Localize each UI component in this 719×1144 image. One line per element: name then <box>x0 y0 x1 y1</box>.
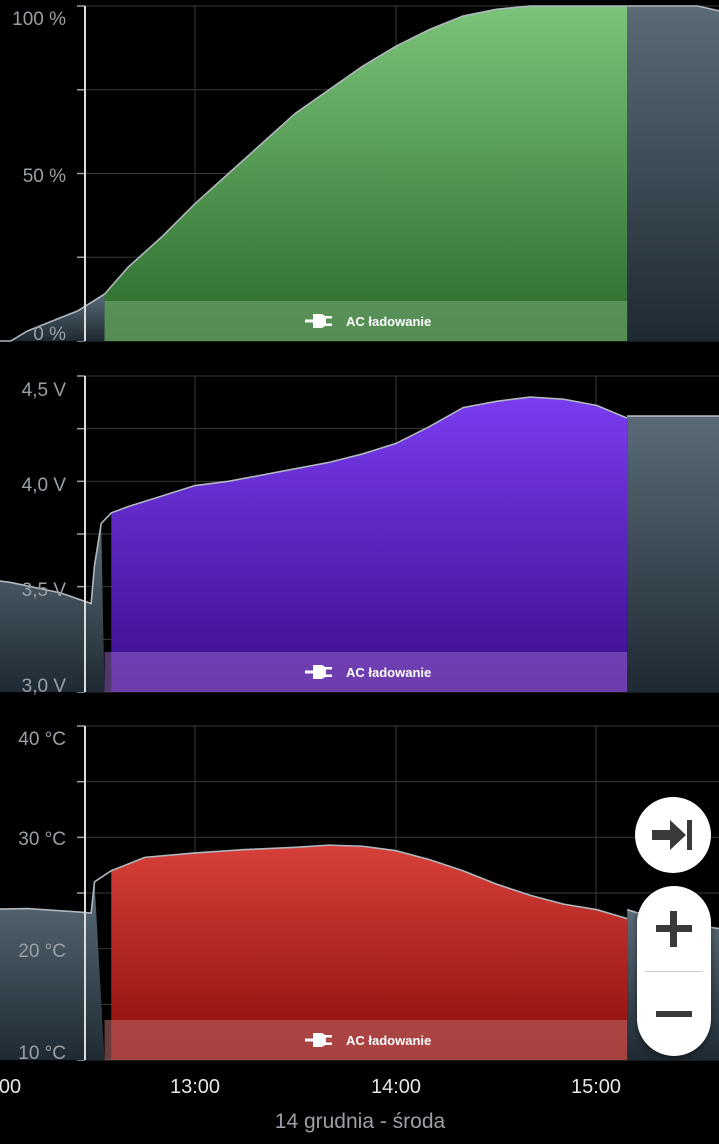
pre-charge-area <box>0 881 105 1060</box>
pre-charge-area <box>0 523 105 692</box>
charging-band <box>104 301 628 341</box>
voltage-inactive-area <box>0 415 719 692</box>
battery-level-area <box>104 6 628 341</box>
voltage-panel: AC ładowanie 4,5 V 4,0 V 3,5 V 3,0 V <box>0 375 719 697</box>
charging-label: AC ładowanie <box>346 665 431 680</box>
x-axis: 00 13:00 14:00 15:00 <box>0 1076 621 1098</box>
jump-to-end-icon <box>635 797 711 873</box>
x-tick-label: 15:00 <box>571 1076 621 1098</box>
zoom-out-button[interactable] <box>637 971 711 1056</box>
y-tick-label: 4,0 V <box>22 475 67 496</box>
temperature-panel: AC ładowanie 40 °C 30 °C 20 °C 10 °C <box>0 725 719 1064</box>
zoom-control <box>637 886 711 1056</box>
plug-icon <box>305 665 332 679</box>
post-charge-line <box>627 5 719 12</box>
battery-level-panel: AC ładowanie 100 % 50 % 0 % <box>0 5 719 345</box>
y-tick-label: 10 °C <box>18 1043 66 1064</box>
x-tick-label: 14:00 <box>371 1076 421 1098</box>
jump-to-latest-button[interactable] <box>635 797 711 873</box>
battery-level-line <box>0 5 628 342</box>
charging-label-group: AC ładowanie <box>305 1033 431 1048</box>
charging-label-group: AC ładowanie <box>305 665 431 680</box>
charging-band <box>104 1020 628 1060</box>
zoom-in-button[interactable] <box>637 886 711 971</box>
x-tick-label: 00 <box>0 1076 21 1098</box>
charging-label-group: AC ładowanie <box>305 314 431 329</box>
y-tick-label: 50 % <box>23 166 66 187</box>
y-tick-label: 20 °C <box>18 941 66 962</box>
y-tick-label: 0 % <box>33 324 66 345</box>
zoom-separator <box>645 971 703 972</box>
y-tick-label: 30 °C <box>18 829 66 850</box>
y-tick-label: 4,5 V <box>22 380 67 401</box>
charging-band <box>104 652 628 692</box>
y-tick-label: 40 °C <box>18 729 66 750</box>
temperature-line <box>0 844 628 920</box>
battery-y-ticks: 100 % 50 % 0 % <box>12 9 66 345</box>
plug-icon <box>305 1033 332 1047</box>
temperature-y-ticks: 40 °C 30 °C 20 °C 10 °C <box>18 729 66 1064</box>
post-charge-area <box>627 6 719 341</box>
y-tick-label: 3,5 V <box>22 580 67 601</box>
battery-inactive-area <box>0 5 719 341</box>
plug-icon <box>305 314 332 328</box>
plus-icon <box>656 910 692 947</box>
voltage-y-ticks: 4,5 V 4,0 V 3,5 V 3,0 V <box>22 380 67 697</box>
temperature-area <box>111 845 628 1060</box>
pre-charge-area <box>0 294 105 341</box>
post-charge-area <box>627 416 719 692</box>
voltage-area <box>111 397 628 692</box>
date-label: 14 grudnia - środa <box>275 1110 446 1133</box>
charging-label: AC ładowanie <box>346 314 431 329</box>
voltage-line <box>0 396 628 605</box>
charging-label: AC ładowanie <box>346 1033 431 1048</box>
y-tick-label: 3,0 V <box>22 676 67 697</box>
minus-icon <box>656 1010 692 1017</box>
y-tick-label: 100 % <box>12 9 66 30</box>
x-tick-label: 13:00 <box>170 1076 220 1098</box>
